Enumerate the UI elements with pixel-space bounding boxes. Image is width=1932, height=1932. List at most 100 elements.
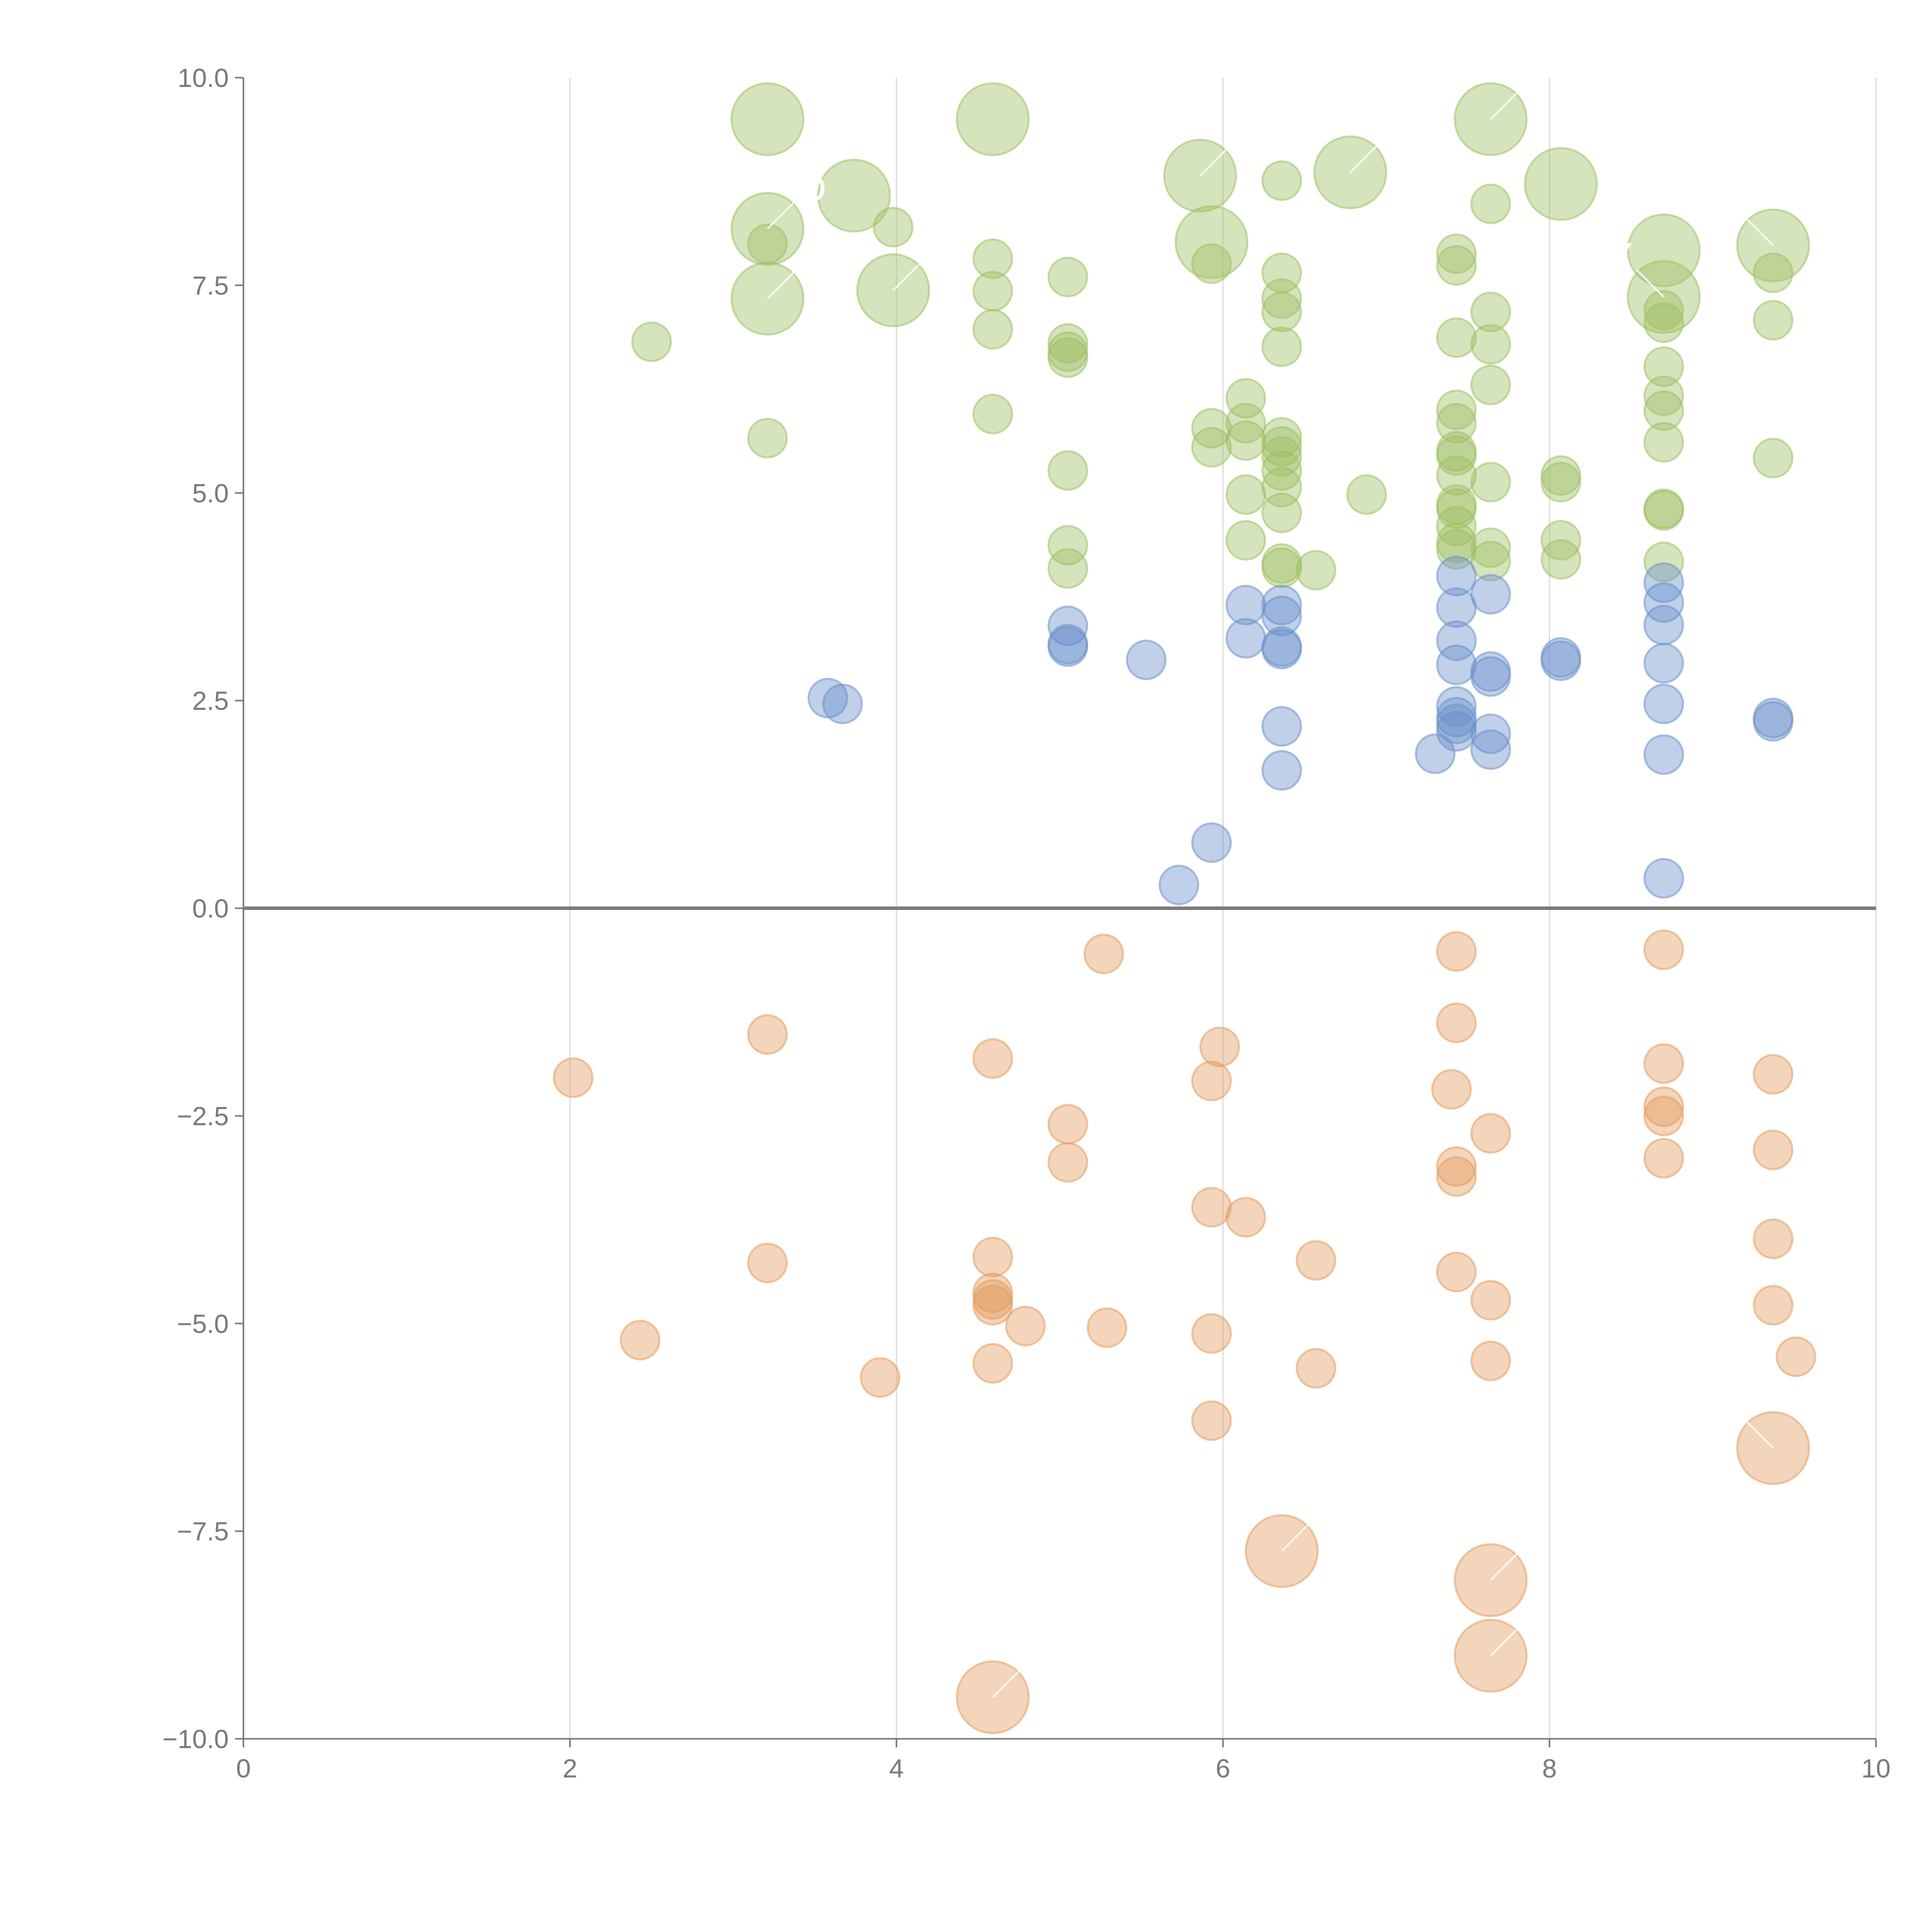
bubble-orange: [1753, 1129, 1794, 1170]
bubble-orange: [1436, 1146, 1477, 1187]
bubble-label: O: [1313, 1489, 1343, 1532]
bubble-orange: [1431, 1069, 1472, 1110]
bubble-orange: [747, 1242, 788, 1283]
bubble-blue: [1470, 713, 1511, 754]
bubble-orange: [1470, 1340, 1511, 1381]
bubble-green: [1048, 323, 1088, 364]
bubble-green: [1643, 302, 1684, 343]
bubble-green: [1470, 324, 1511, 365]
bubble-green: [1261, 278, 1302, 319]
bubble-green: [1643, 422, 1684, 463]
x-tick-label: 6: [1216, 1754, 1230, 1783]
bubble-orange: [1048, 1142, 1088, 1183]
bubble-orange: [1436, 931, 1477, 972]
bubble-label-leader: [1745, 1420, 1774, 1449]
axes-layer: 0 2 4 6 8 10 10.0 7.5 5.0 2.5 0.0 −2.5 −5.0 −7.5 −10.0: [162, 63, 1891, 1783]
bubble-blue: [1126, 639, 1167, 680]
bubble-green: [1296, 550, 1337, 591]
bubble-layer: [553, 82, 1816, 1735]
bubble-orange: [1191, 1313, 1232, 1354]
bubble-blue: [1261, 750, 1302, 791]
bubble-green: [1541, 462, 1582, 503]
bubble-blue: [1470, 656, 1511, 697]
bubble-orange: [1191, 1061, 1232, 1102]
bubble-green: [1436, 488, 1477, 529]
bubble-label: N: [1714, 184, 1742, 227]
bubble-green: [631, 321, 672, 362]
bubble-label-leader: [1490, 1553, 1519, 1581]
bubble-orange: [553, 1057, 594, 1098]
bubble-label-leader: [1199, 148, 1228, 177]
bubble-blue: [1261, 585, 1302, 626]
bubble-orange: [620, 1320, 661, 1361]
bubble-orange: [1643, 929, 1684, 970]
y-tick-label: 7.5: [192, 271, 229, 300]
bubble-green: [1225, 520, 1266, 561]
bubble-green: [1048, 257, 1088, 298]
bubble-green: [1225, 420, 1266, 461]
bubble-label: KB: [1690, 1386, 1742, 1430]
bubble-orange: [1643, 1095, 1684, 1136]
bubble-orange: [860, 1357, 901, 1398]
bubble-label-leader: [1745, 218, 1774, 246]
y-tick-label: −2.5: [177, 1102, 229, 1131]
bubble-orange: [1087, 1307, 1128, 1348]
bubble-orange: [1643, 1043, 1684, 1084]
bubble-green: [1470, 291, 1511, 332]
bubble-green: [972, 238, 1013, 279]
bubble-blue: [1261, 595, 1302, 636]
bubble-green: [747, 223, 788, 264]
bubble-blue: [1261, 706, 1302, 747]
bubble-green: [1470, 184, 1511, 224]
bubble-green: [1436, 317, 1477, 358]
bubble-green: [1436, 455, 1477, 496]
bubble-orange: [1753, 1054, 1794, 1095]
bubble-orange: [1296, 1240, 1337, 1281]
y-tick-label: −5.0: [177, 1309, 229, 1338]
bubble-green: [1261, 426, 1302, 467]
x-tick-label: 8: [1542, 1754, 1557, 1783]
bubble-blue: [1643, 684, 1684, 724]
bubble-blue: [1753, 701, 1794, 742]
bubble-green: [1436, 233, 1477, 274]
bubble-label-leader: [893, 262, 921, 291]
bubble-orange: [1199, 1026, 1240, 1067]
bubble-blue: [1436, 686, 1477, 727]
bubble-green: [1436, 389, 1477, 430]
bubble-label: W: [1024, 1636, 1060, 1679]
bubble-green: [1261, 436, 1302, 477]
bubble-label: A: [1522, 57, 1548, 100]
x-tick-label: 0: [236, 1754, 251, 1783]
bubble-green: [1191, 427, 1232, 468]
bubble-label-leader: [992, 1670, 1020, 1698]
bubble-green: [1048, 337, 1088, 378]
y-tick-label: −10.0: [162, 1725, 229, 1754]
bubble-blue: [1436, 620, 1477, 661]
bubble-blue: [1643, 734, 1684, 775]
bubble-blue: [1436, 645, 1477, 685]
bubble-green: [1470, 527, 1511, 568]
bubble-green: [1346, 474, 1387, 515]
bubble-green: [1643, 541, 1684, 582]
bubble-blue: [1261, 629, 1302, 670]
bubble-green: [1436, 245, 1477, 286]
bubble-green: [1470, 364, 1511, 405]
bubble-blue: [822, 684, 863, 724]
bubble-orange: [1048, 1104, 1088, 1145]
bubble-green: [1753, 437, 1794, 478]
bubble-green: [1048, 450, 1088, 491]
bubble-orange: [1436, 1252, 1477, 1293]
bubble-label-leader: [1490, 1628, 1519, 1656]
bubble-green: [1261, 450, 1302, 491]
bubble-orange: [1436, 1156, 1477, 1197]
bubble-green: [1261, 326, 1302, 367]
bubble-green: [1753, 252, 1794, 293]
bubble-label: A: [1231, 114, 1257, 157]
bubble-green: [1643, 346, 1684, 387]
bubble-green: [1436, 506, 1477, 547]
x-tick-label: 10: [1861, 1754, 1891, 1783]
bubble-orange: [747, 1014, 788, 1055]
bubble-orange: [1753, 1218, 1794, 1259]
bubble-orange: [972, 1285, 1013, 1326]
